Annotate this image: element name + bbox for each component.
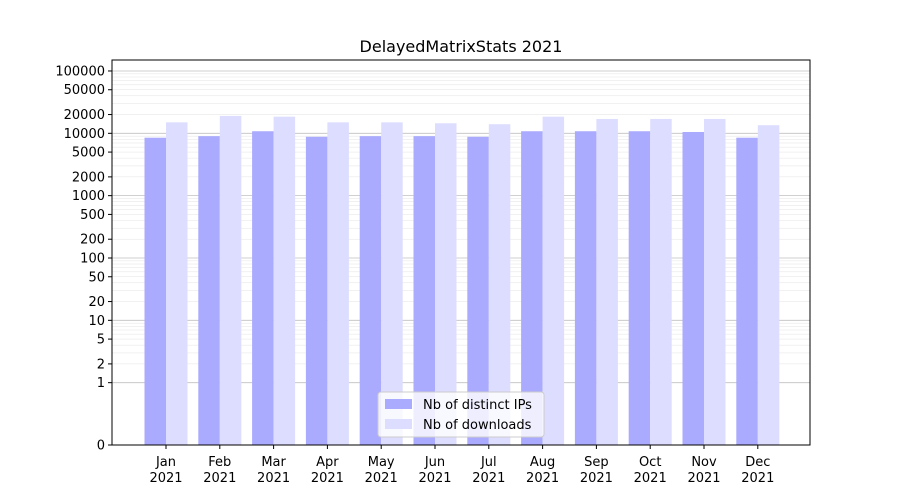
- plot-frame: [111, 59, 811, 446]
- bar-downloads: [381, 122, 403, 445]
- bar-downloads: [542, 116, 565, 446]
- bar-distinct-ips: [305, 136, 328, 446]
- y-tick-label: 1000: [72, 189, 105, 204]
- bar-distinct-ips: [736, 137, 758, 445]
- y-tick-label: 2000: [72, 170, 105, 185]
- chart-title: DelayedMatrixStats 2021: [360, 37, 563, 56]
- legend-swatch: [385, 419, 412, 429]
- x-tick-label: Sep 2021: [580, 455, 613, 486]
- bar-downloads: [757, 125, 780, 446]
- y-tick-label: 5: [97, 333, 105, 348]
- y-tick-label: 100000: [55, 64, 105, 79]
- bar-downloads: [166, 122, 188, 445]
- bar-downloads: [273, 116, 296, 446]
- y-tick-label: 10: [88, 314, 105, 329]
- bar-distinct-ips: [628, 131, 651, 445]
- x-tick-label: Apr 2021: [311, 455, 344, 486]
- x-tick-label: Dec 2021: [741, 455, 774, 486]
- y-tick-label: 1: [97, 376, 105, 391]
- y-tick-label: 20000: [64, 108, 105, 123]
- bar-distinct-ips: [252, 131, 274, 445]
- legend-box: [377, 391, 545, 438]
- bar-distinct-ips: [521, 131, 543, 445]
- bar-downloads: [219, 115, 242, 445]
- bar-downloads: [596, 118, 618, 445]
- bar-distinct-ips: [144, 137, 166, 445]
- x-tick-label: Jul 2021: [472, 455, 505, 486]
- x-tick-label: Jun 2021: [418, 455, 451, 486]
- bar-downloads: [704, 118, 726, 445]
- x-tick-label: Mar 2021: [257, 455, 290, 486]
- bar-distinct-ips: [413, 136, 435, 446]
- x-tick-label: Nov 2021: [687, 455, 720, 486]
- bar-distinct-ips: [574, 131, 597, 445]
- legend-label: Nb of downloads: [423, 418, 532, 433]
- bars-layer: [144, 115, 780, 446]
- y-tick-label: 20: [88, 295, 105, 310]
- x-tick-label: May 2021: [365, 455, 398, 486]
- y-tick-label: 50: [88, 270, 105, 285]
- legend: Nb of distinct IPs Nb of downloads: [377, 391, 545, 438]
- y-tick-label: 50000: [64, 83, 105, 98]
- y-tick-label: 10000: [64, 127, 105, 142]
- bar-distinct-ips: [467, 136, 489, 446]
- bar-distinct-ips: [359, 136, 382, 446]
- bar-downloads: [488, 124, 511, 445]
- y-tick-label: 100: [80, 251, 105, 266]
- y-tick-label: 200: [80, 233, 105, 248]
- bar-downloads: [327, 122, 349, 445]
- y-tick-label: 0: [97, 439, 105, 454]
- legend-label: Nb of distinct IPs: [423, 398, 532, 413]
- x-tick-label: Aug 2021: [526, 455, 559, 486]
- axes-layer: 0 1 2 5 10 20 50 100 200 500 1000 2000 5000 10000 2000…: [55, 64, 774, 486]
- bar-distinct-ips: [198, 136, 220, 446]
- bar-distinct-ips: [682, 131, 704, 445]
- x-tick-label: Feb 2021: [203, 455, 236, 486]
- y-tick-label: 2: [97, 357, 105, 372]
- y-tick-label: 500: [80, 208, 105, 223]
- x-tick-label: Jan 2021: [149, 455, 182, 486]
- y-tick-label: 5000: [72, 146, 105, 161]
- legend-swatch: [385, 399, 412, 409]
- bar-downloads: [650, 118, 672, 445]
- bar-downloads: [435, 123, 457, 445]
- x-tick-label: Oct 2021: [634, 455, 667, 486]
